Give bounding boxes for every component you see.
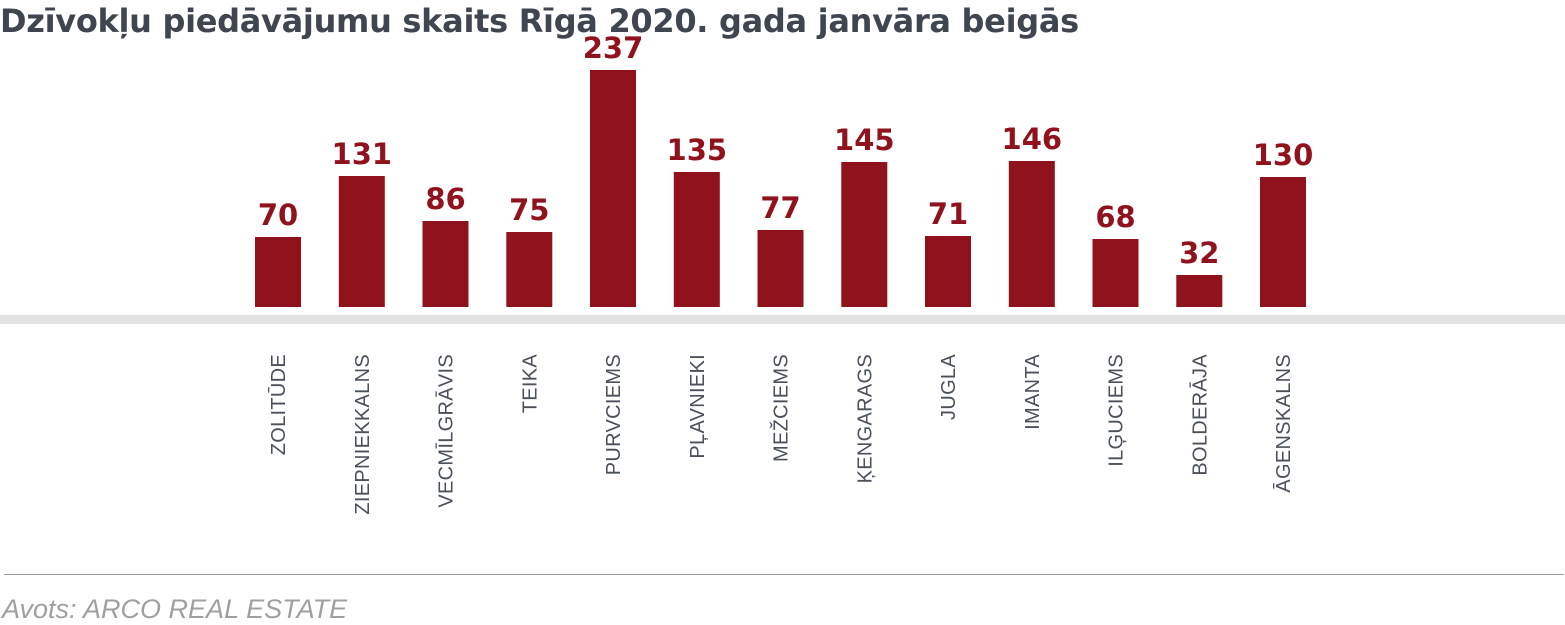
value-label-mezciems: 77 [760, 191, 800, 225]
bar-kengarags [841, 162, 888, 307]
value-label-agenskalns: 130 [1253, 138, 1314, 172]
value-label-jugla: 71 [928, 197, 968, 231]
category-label-ilguciems: ILĢUCIEMS [1106, 354, 1128, 467]
value-label-purvciems: 237 [583, 31, 644, 65]
bar-imanta [1008, 161, 1055, 307]
bar-ilguciems [1092, 239, 1139, 307]
category-label-plavnieki: PĻAVNIEKI [687, 354, 709, 459]
bar-vecmilgravis [422, 221, 469, 307]
category-label-vecmilgravis: VECMĪLGRĀVIS [435, 354, 458, 508]
chart-title: Dzīvokļu piedāvājumu skaits Rīgā 2020. g… [0, 2, 1079, 40]
bar-ziepniekkalns [338, 176, 385, 307]
category-labels-layer: ZOLITŪDE ZIEPNIEKKALNS VECMĪLGRĀVIS TEIKA PU… [267, 354, 1295, 515]
bar-plavnieki [673, 172, 720, 307]
value-label-teika: 75 [509, 193, 549, 227]
category-label-agenskalns: ĀGENSKALNS [1272, 354, 1295, 493]
source-divider [4, 574, 1564, 575]
category-label-zolitude: ZOLITŪDE [267, 354, 290, 455]
category-label-teika: TEIKA [519, 354, 541, 414]
value-labels-layer: 70 131 86 75 237 135 77 145 71 146 68 32 130 [258, 31, 1313, 270]
category-label-imanta: IMANTA [1022, 354, 1044, 430]
value-label-ziepniekkalns: 131 [332, 137, 393, 171]
bar-mezciems [757, 230, 804, 307]
value-label-imanta: 146 [1002, 122, 1063, 156]
x-axis-band [0, 315, 1565, 324]
bar-agenskalns [1260, 177, 1306, 307]
bars-layer [255, 70, 1306, 307]
category-label-purvciems: PURVCIEMS [603, 354, 625, 475]
value-label-zolitude: 70 [258, 198, 298, 232]
value-label-bolderaja: 32 [1179, 236, 1219, 270]
value-label-kengarags: 145 [834, 123, 895, 157]
bar-jugla [925, 236, 971, 307]
category-label-ziepniekkalns: ZIEPNIEKKALNS [352, 354, 374, 515]
source-note: Avots: ARCO REAL ESTATE [2, 594, 348, 624]
value-label-plavnieki: 135 [667, 133, 728, 167]
bar-purvciems [590, 70, 636, 307]
bar-chart: 70 131 86 75 237 135 77 145 71 146 68 32 130 ZOLITŪD… [0, 31, 1565, 515]
category-label-jugla: JUGLA [938, 354, 960, 420]
bar-teika [506, 232, 553, 307]
category-label-kengarags: ĶENGARAGS [854, 354, 876, 483]
category-label-mezciems: MEŽCIEMS [770, 354, 793, 462]
bar-bolderaja [1176, 275, 1223, 307]
value-label-ilguciems: 68 [1095, 200, 1135, 234]
bar-zolitude [255, 237, 301, 307]
category-label-bolderaja: BOLDERĀJA [1188, 354, 1211, 476]
value-label-vecmilgravis: 86 [425, 182, 465, 216]
